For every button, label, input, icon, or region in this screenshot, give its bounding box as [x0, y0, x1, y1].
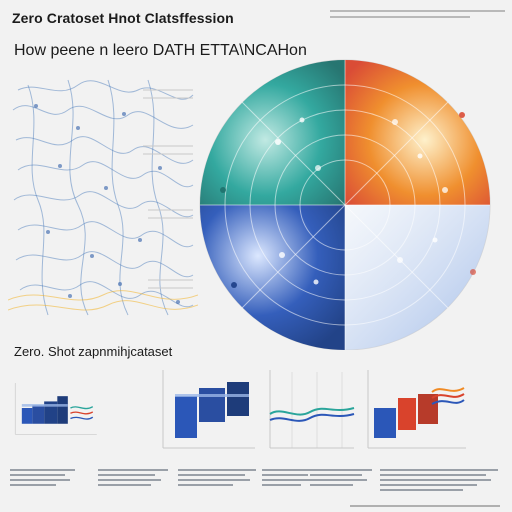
bottom-panel-1 [14, 383, 97, 435]
server-stack-icon [21, 396, 68, 424]
bottom-panel-3 [269, 370, 355, 449]
caption-line [10, 479, 70, 481]
caption-line [178, 469, 256, 471]
caption-block [98, 466, 168, 489]
bottom-panel-2 [162, 370, 255, 449]
caption-line [10, 484, 56, 486]
caption-line [380, 484, 477, 486]
caption-line [98, 469, 168, 471]
page-title: Zero Cratoset Hnot Clatsffession [12, 10, 234, 26]
caption-line [178, 484, 233, 486]
caption-line [178, 479, 250, 481]
caption-line [262, 469, 320, 471]
radial-grid [200, 60, 490, 350]
scatter-dots [220, 112, 476, 288]
network-doodle [8, 79, 198, 316]
caption-line [310, 474, 363, 476]
caption-line [380, 469, 498, 471]
header-note-lines [330, 6, 505, 22]
caption-line [310, 479, 368, 481]
server-stack-icon [374, 394, 438, 438]
caption-line [380, 489, 463, 491]
caption-line [380, 474, 487, 476]
caption-line [262, 474, 309, 476]
caption-block [380, 466, 498, 494]
server-cube-icon [175, 382, 249, 438]
caption-line [310, 484, 354, 486]
caption-line [310, 469, 372, 471]
caption-line [10, 474, 66, 476]
caption-block [262, 466, 320, 489]
caption-line [380, 479, 491, 481]
page-subtitle: How peene n leero DATH ETTA\NCAHon [14, 42, 307, 59]
footer-line [350, 505, 500, 507]
radial-chart [199, 59, 491, 350]
caption-block [310, 466, 372, 489]
note-line [330, 10, 505, 12]
caption-line [10, 469, 75, 471]
caption-line [98, 474, 156, 476]
caption-line [98, 479, 161, 481]
note-line [330, 16, 470, 18]
caption-line [262, 484, 302, 486]
caption-line [98, 484, 151, 486]
caption-block [10, 466, 75, 489]
caption-block [178, 466, 256, 489]
caption-line [262, 479, 316, 481]
caption-line [178, 474, 246, 476]
section-title: Zero. Shot zapnmihjcataset [14, 344, 173, 359]
bottom-panel-4 [367, 370, 466, 449]
